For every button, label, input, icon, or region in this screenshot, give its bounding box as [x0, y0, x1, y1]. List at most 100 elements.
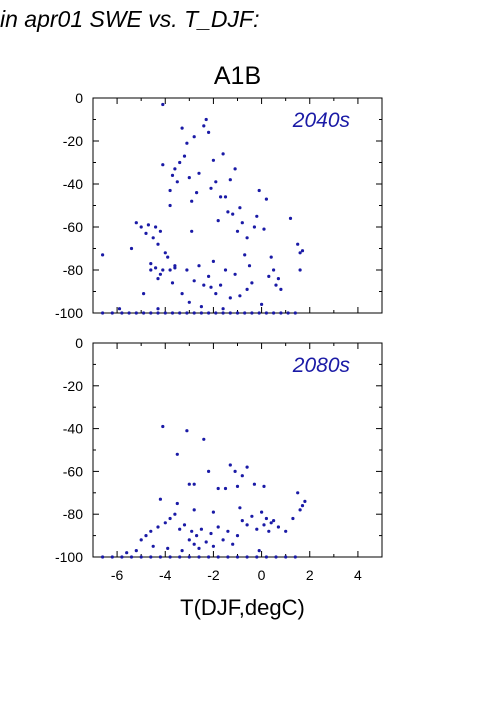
data-point	[187, 538, 191, 542]
x-axis-label: T(DJF,degC)	[180, 595, 305, 620]
data-point	[257, 549, 261, 553]
data-point	[255, 555, 259, 559]
data-point	[298, 268, 302, 272]
data-point	[199, 527, 203, 531]
data-point	[272, 268, 276, 272]
data-point	[243, 311, 247, 315]
data-point	[245, 236, 249, 240]
data-point	[161, 268, 165, 272]
data-point	[185, 268, 189, 272]
data-point	[279, 311, 283, 315]
data-point	[211, 544, 215, 548]
data-point	[250, 514, 254, 518]
data-point	[170, 281, 175, 285]
y-tick-label: -40	[63, 421, 83, 437]
y-tick-label: -60	[63, 463, 83, 479]
data-point	[267, 529, 271, 533]
data-point	[156, 307, 160, 311]
data-point	[274, 283, 278, 287]
data-point	[300, 249, 305, 253]
data-point	[187, 555, 191, 559]
data-point	[139, 555, 143, 559]
data-point	[235, 484, 240, 488]
data-point	[250, 311, 254, 315]
data-point	[190, 199, 194, 203]
data-point	[192, 135, 196, 139]
data-point	[187, 482, 191, 486]
data-point	[134, 221, 138, 225]
data-point	[245, 465, 249, 469]
data-point	[211, 259, 215, 263]
data-point	[211, 158, 215, 162]
data-point	[101, 311, 105, 315]
data-point	[149, 268, 153, 272]
data-point	[238, 506, 242, 510]
data-point	[120, 555, 124, 559]
data-point	[296, 242, 300, 246]
data-point	[173, 167, 177, 171]
data-point	[231, 212, 235, 216]
data-point	[149, 311, 153, 315]
data-point	[134, 311, 138, 315]
data-point	[226, 555, 230, 559]
data-point	[125, 551, 129, 555]
data-point	[235, 555, 240, 559]
data-point	[221, 307, 225, 311]
data-point	[149, 555, 153, 559]
data-point	[142, 292, 146, 296]
data-point	[298, 508, 302, 512]
data-point	[202, 283, 206, 287]
data-point	[276, 525, 280, 529]
data-point	[247, 264, 252, 268]
data-point	[233, 272, 237, 276]
data-point	[223, 268, 228, 272]
data-point	[187, 300, 191, 304]
data-point	[110, 311, 114, 315]
data-point	[197, 171, 201, 175]
data-point	[129, 246, 134, 251]
data-point	[228, 296, 232, 300]
data-point	[202, 124, 206, 128]
data-point	[168, 203, 172, 208]
data-point	[139, 538, 143, 542]
y-tick-label: -40	[63, 176, 83, 192]
data-point	[274, 555, 278, 559]
y-tick-label: 0	[75, 90, 83, 106]
data-point	[209, 186, 213, 190]
scatter-panel-1: A1B 0 -20 -40 -60 -80 -100 2040s	[55, 62, 383, 321]
data-point	[255, 214, 259, 218]
data-point	[257, 311, 261, 315]
data-point	[158, 497, 162, 501]
data-point	[175, 501, 179, 506]
data-point	[240, 519, 244, 523]
data-point	[168, 516, 172, 521]
data-point	[151, 236, 155, 240]
data-point	[250, 281, 254, 285]
data-point	[158, 272, 162, 276]
data-point	[296, 491, 300, 495]
data-point	[154, 266, 158, 270]
data-point	[173, 266, 177, 270]
data-point	[178, 555, 182, 559]
data-point	[202, 437, 206, 441]
data-point	[139, 225, 143, 229]
data-point	[163, 311, 167, 315]
data-point	[178, 311, 182, 315]
data-point	[166, 546, 170, 551]
data-point	[156, 242, 160, 246]
data-point	[226, 529, 230, 533]
data-point	[156, 311, 160, 315]
data-point	[207, 555, 211, 559]
data-point	[221, 538, 225, 542]
data-point	[175, 180, 179, 184]
data-point	[163, 521, 167, 525]
data-point	[216, 555, 220, 559]
data-point	[209, 285, 213, 289]
data-point	[158, 229, 162, 233]
data-point	[207, 130, 211, 134]
data-point	[163, 251, 167, 255]
data-point	[276, 277, 280, 281]
data-point	[192, 508, 196, 512]
data-point	[262, 523, 266, 527]
data-point	[214, 292, 218, 296]
